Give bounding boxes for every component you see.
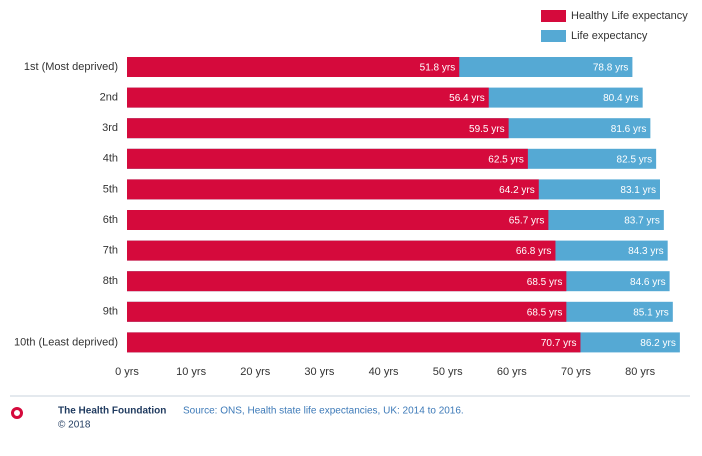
x-tick-label: 60 yrs [497, 366, 527, 378]
bar [127, 87, 489, 108]
legend-label: Life expectancy [571, 30, 648, 42]
value-label: 84.6 yrs [630, 277, 666, 288]
value-label: 68.5 yrs [527, 277, 563, 288]
x-tick-label: 0 yrs [115, 366, 139, 378]
legend-label: Healthy Life expectancy [571, 10, 688, 22]
value-label: 85.1 yrs [633, 307, 669, 318]
value-label: 66.8 yrs [516, 246, 552, 257]
brand: The Health Foundation [58, 406, 166, 417]
x-tick-label: 40 yrs [369, 366, 399, 378]
y-tick-label: 6th [103, 214, 118, 226]
bar [127, 332, 581, 353]
value-label: 81.6 yrs [611, 124, 647, 135]
bar [127, 57, 460, 77]
value-label: 83.1 yrs [620, 185, 656, 196]
y-tick-label: 7th [103, 245, 118, 257]
copyright: © 2018 [58, 420, 91, 431]
x-tick-label: 20 yrs [240, 366, 270, 378]
logo [11, 407, 23, 419]
x-tick-label: 50 yrs [433, 366, 463, 378]
bar [127, 148, 528, 169]
bar [127, 118, 509, 139]
x-tick-label: 10 yrs [176, 366, 206, 378]
y-tick-label: 9th [103, 306, 118, 318]
value-label: 51.8 yrs [420, 63, 456, 74]
y-tick-label: 3rd [102, 122, 118, 134]
value-label: 64.2 yrs [499, 185, 535, 196]
value-label: 83.7 yrs [624, 216, 660, 227]
bar [127, 210, 549, 230]
y-tick-label: 2nd [100, 92, 118, 104]
legend-swatch [541, 10, 566, 22]
bar [127, 271, 567, 292]
y-tick-label: 10th (Least deprived) [14, 336, 118, 348]
x-tick-label: 70 yrs [561, 366, 591, 378]
value-label: 65.7 yrs [509, 216, 545, 227]
value-label: 62.5 yrs [488, 154, 524, 165]
value-label: 80.4 yrs [603, 93, 639, 104]
value-label: 84.3 yrs [628, 246, 664, 257]
value-label: 82.5 yrs [617, 154, 653, 165]
y-tick-label: 5th [103, 183, 118, 195]
legend-swatch [541, 30, 566, 42]
value-label: 59.5 yrs [469, 124, 505, 135]
bar [127, 301, 567, 322]
bar [127, 240, 556, 261]
bar [127, 179, 539, 200]
y-tick-label: 8th [103, 275, 118, 287]
value-label: 68.5 yrs [527, 307, 563, 318]
y-tick-label: 1st (Most deprived) [24, 61, 118, 73]
value-label: 70.7 yrs [541, 338, 577, 349]
value-label: 78.8 yrs [593, 63, 629, 74]
y-tick-label: 4th [103, 153, 118, 165]
source: Source: ONS, Health state life expectanc… [183, 406, 464, 417]
value-label: 56.4 yrs [449, 93, 485, 104]
value-label: 86.2 yrs [640, 338, 676, 349]
x-tick-label: 30 yrs [304, 366, 334, 378]
x-tick-label: 80 yrs [625, 366, 655, 378]
